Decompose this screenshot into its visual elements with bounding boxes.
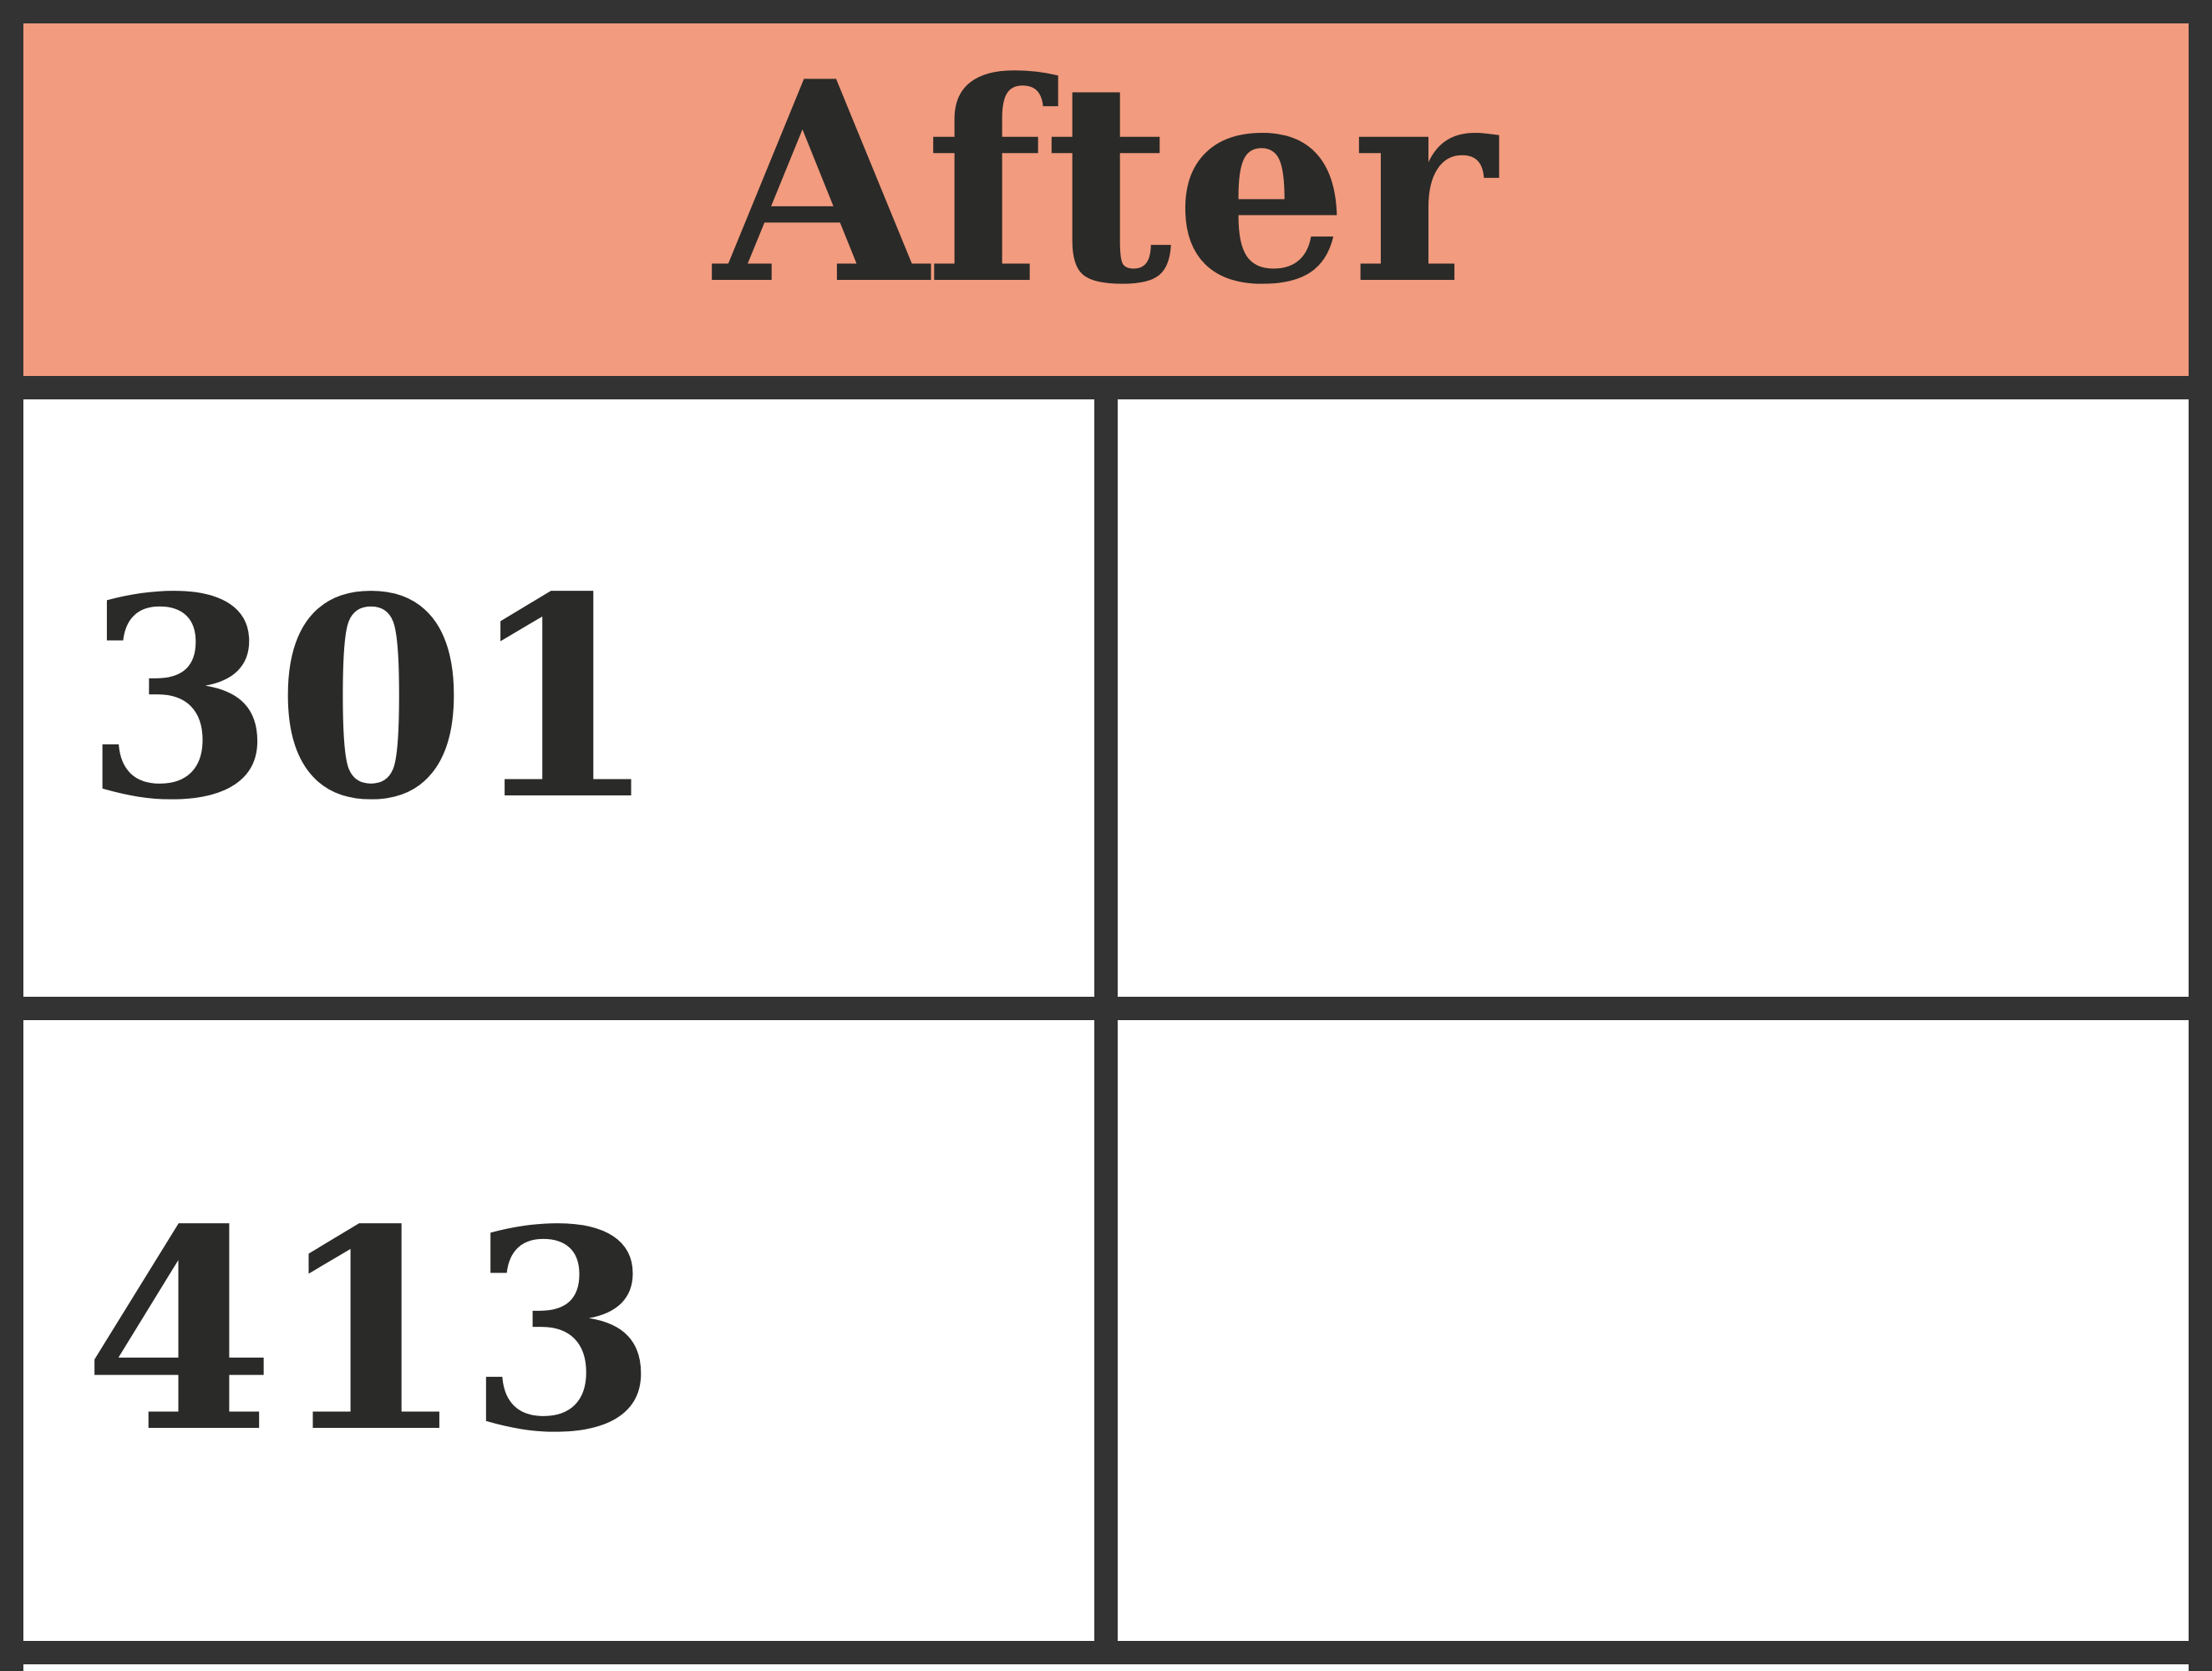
table-header: After xyxy=(23,23,2189,376)
table-cell-row2-col1: 413 xyxy=(23,1020,1094,1641)
cell-value: 301 xyxy=(83,536,659,861)
cell-value: 413 xyxy=(83,1168,659,1493)
table-cell-row1-col2 xyxy=(1118,399,2189,997)
table-cell-row2-col2 xyxy=(1118,1020,2189,1641)
table-cell-row1-col1: 301 xyxy=(23,399,1094,997)
column-divider xyxy=(1094,376,1118,1641)
table-bottom-border xyxy=(0,1641,2212,1664)
header-title: After xyxy=(713,21,1499,345)
